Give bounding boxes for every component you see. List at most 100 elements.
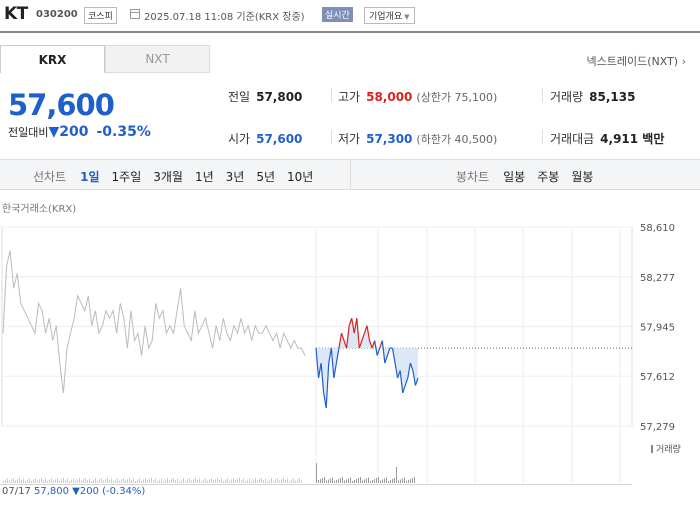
divider bbox=[331, 88, 332, 102]
realtime-badge[interactable]: 실시간 bbox=[322, 7, 353, 22]
volume-bar bbox=[73, 478, 74, 483]
period-monthly[interactable]: 월봉 bbox=[571, 170, 594, 184]
tab-krx[interactable]: KRX bbox=[0, 45, 105, 73]
lower-limit: (하한가 40,500) bbox=[416, 133, 498, 146]
volume-bar bbox=[51, 478, 52, 483]
today-line-segment bbox=[399, 370, 404, 394]
volume-bar bbox=[360, 477, 361, 483]
today-line-segment bbox=[371, 340, 376, 349]
volume-bar bbox=[177, 478, 178, 483]
period-daily[interactable]: 일봉 bbox=[503, 170, 526, 184]
volume-bar bbox=[17, 479, 18, 483]
y-tick-label: 58,610 bbox=[640, 223, 675, 234]
today-line-segment bbox=[386, 347, 391, 356]
volume-bar bbox=[265, 478, 266, 483]
volume-bar bbox=[223, 481, 224, 483]
volume-bar bbox=[346, 479, 347, 483]
volume-bar bbox=[103, 480, 104, 483]
chevron-down-icon: ▼ bbox=[404, 13, 410, 21]
today-line-segment bbox=[335, 348, 340, 364]
today-line-segment bbox=[356, 318, 360, 349]
period-1w[interactable]: 1주일 bbox=[111, 170, 142, 184]
today-line-segment bbox=[412, 370, 417, 386]
volume-bar bbox=[95, 478, 96, 483]
period-weekly[interactable]: 주봉 bbox=[537, 170, 560, 184]
price-chart[interactable]: 58,61058,27757,94557,61257,27907/1810:00… bbox=[0, 215, 700, 485]
volume-bar bbox=[350, 477, 351, 483]
volume-bar bbox=[41, 477, 42, 483]
volume-bar bbox=[31, 480, 32, 483]
quote-time: 2025.07.18 11:08 기준(KRX 장중) bbox=[144, 12, 305, 23]
y-tick-label: 57,279 bbox=[640, 422, 675, 433]
period-3y[interactable]: 3년 bbox=[225, 170, 245, 184]
volume-bar bbox=[227, 478, 228, 483]
volume-bar bbox=[77, 479, 78, 483]
volume-bar bbox=[239, 477, 240, 483]
volume-bar bbox=[404, 477, 405, 483]
today-line-segment bbox=[414, 377, 419, 386]
volume-bar bbox=[247, 479, 248, 483]
volume-legend: 거래량 bbox=[651, 442, 681, 455]
period-1d[interactable]: 1일 bbox=[80, 170, 100, 184]
period-10y[interactable]: 10년 bbox=[287, 170, 314, 184]
company-overview-label: 기업개요 bbox=[369, 12, 403, 22]
volume-bar bbox=[117, 478, 118, 483]
today-line-segment bbox=[346, 325, 350, 349]
volume-bar bbox=[25, 481, 26, 483]
volume-bar bbox=[99, 479, 100, 483]
period-3m[interactable]: 3개월 bbox=[153, 170, 183, 184]
today-line-segment bbox=[358, 340, 363, 349]
footer-prev-day: 07/17 57,800 ▼200 (-0.34%) bbox=[2, 486, 145, 497]
tab-nxt[interactable]: NXT bbox=[105, 45, 210, 73]
stat-prev: 전일 57,800 bbox=[228, 88, 302, 105]
volume-bar bbox=[225, 479, 226, 483]
volume-bar bbox=[368, 477, 369, 483]
volume-bar bbox=[253, 479, 254, 483]
volume-bar bbox=[338, 479, 339, 483]
volume-bar bbox=[157, 481, 158, 483]
volume-bar bbox=[85, 477, 86, 483]
volume-bar bbox=[235, 480, 236, 483]
volume-bar bbox=[326, 480, 327, 483]
volume-bar bbox=[354, 480, 355, 483]
volume-bar bbox=[7, 478, 8, 483]
stat-amount-value: 4,911 백만 bbox=[600, 132, 665, 146]
today-line-segment bbox=[366, 325, 371, 341]
volume-bar bbox=[91, 481, 92, 483]
volume-bar bbox=[289, 481, 290, 483]
stat-low: 저가 57,300 (하한가 40,500) bbox=[338, 130, 497, 147]
stat-amount-label: 거래대금 bbox=[550, 132, 595, 146]
volume-bar bbox=[283, 477, 284, 483]
volume-bar bbox=[89, 478, 90, 483]
volume-bar bbox=[45, 478, 46, 483]
volume-bar bbox=[9, 480, 10, 483]
volume-bar bbox=[366, 478, 367, 483]
volume-bar bbox=[107, 477, 108, 483]
volume-bar bbox=[193, 479, 194, 483]
nxt-link[interactable]: 넥스트레이드(NXT) › bbox=[587, 53, 687, 69]
today-line-segment bbox=[409, 362, 414, 371]
volume-bar bbox=[388, 481, 389, 483]
volume-bar bbox=[259, 479, 260, 483]
volume-bar bbox=[37, 480, 38, 483]
company-overview-button[interactable]: 기업개요 ▼ bbox=[364, 7, 415, 24]
volume-bar bbox=[167, 478, 168, 483]
volume-bar bbox=[201, 481, 202, 483]
volume-bar bbox=[137, 479, 138, 483]
volume-bar bbox=[61, 479, 62, 483]
stat-high-label: 고가 bbox=[338, 90, 361, 104]
period-5y[interactable]: 5년 bbox=[256, 170, 276, 184]
chart-toolbar: 선차트 1일 1주일 3개월 1년 3년 5년 10년 봉차트 일봉 주봉 월봉 bbox=[0, 159, 700, 190]
volume-bar bbox=[109, 480, 110, 483]
volume-bar bbox=[384, 478, 385, 483]
volume-bar bbox=[67, 478, 68, 483]
volume-bar bbox=[249, 478, 250, 483]
volume-bar bbox=[185, 480, 186, 483]
today-line-segment bbox=[320, 363, 325, 394]
volume-bar bbox=[291, 479, 292, 483]
volume-bar bbox=[332, 477, 333, 483]
volume-bar bbox=[93, 479, 94, 483]
volume-bar bbox=[380, 480, 381, 483]
volume-bar bbox=[370, 481, 371, 483]
period-1y[interactable]: 1년 bbox=[194, 170, 214, 184]
